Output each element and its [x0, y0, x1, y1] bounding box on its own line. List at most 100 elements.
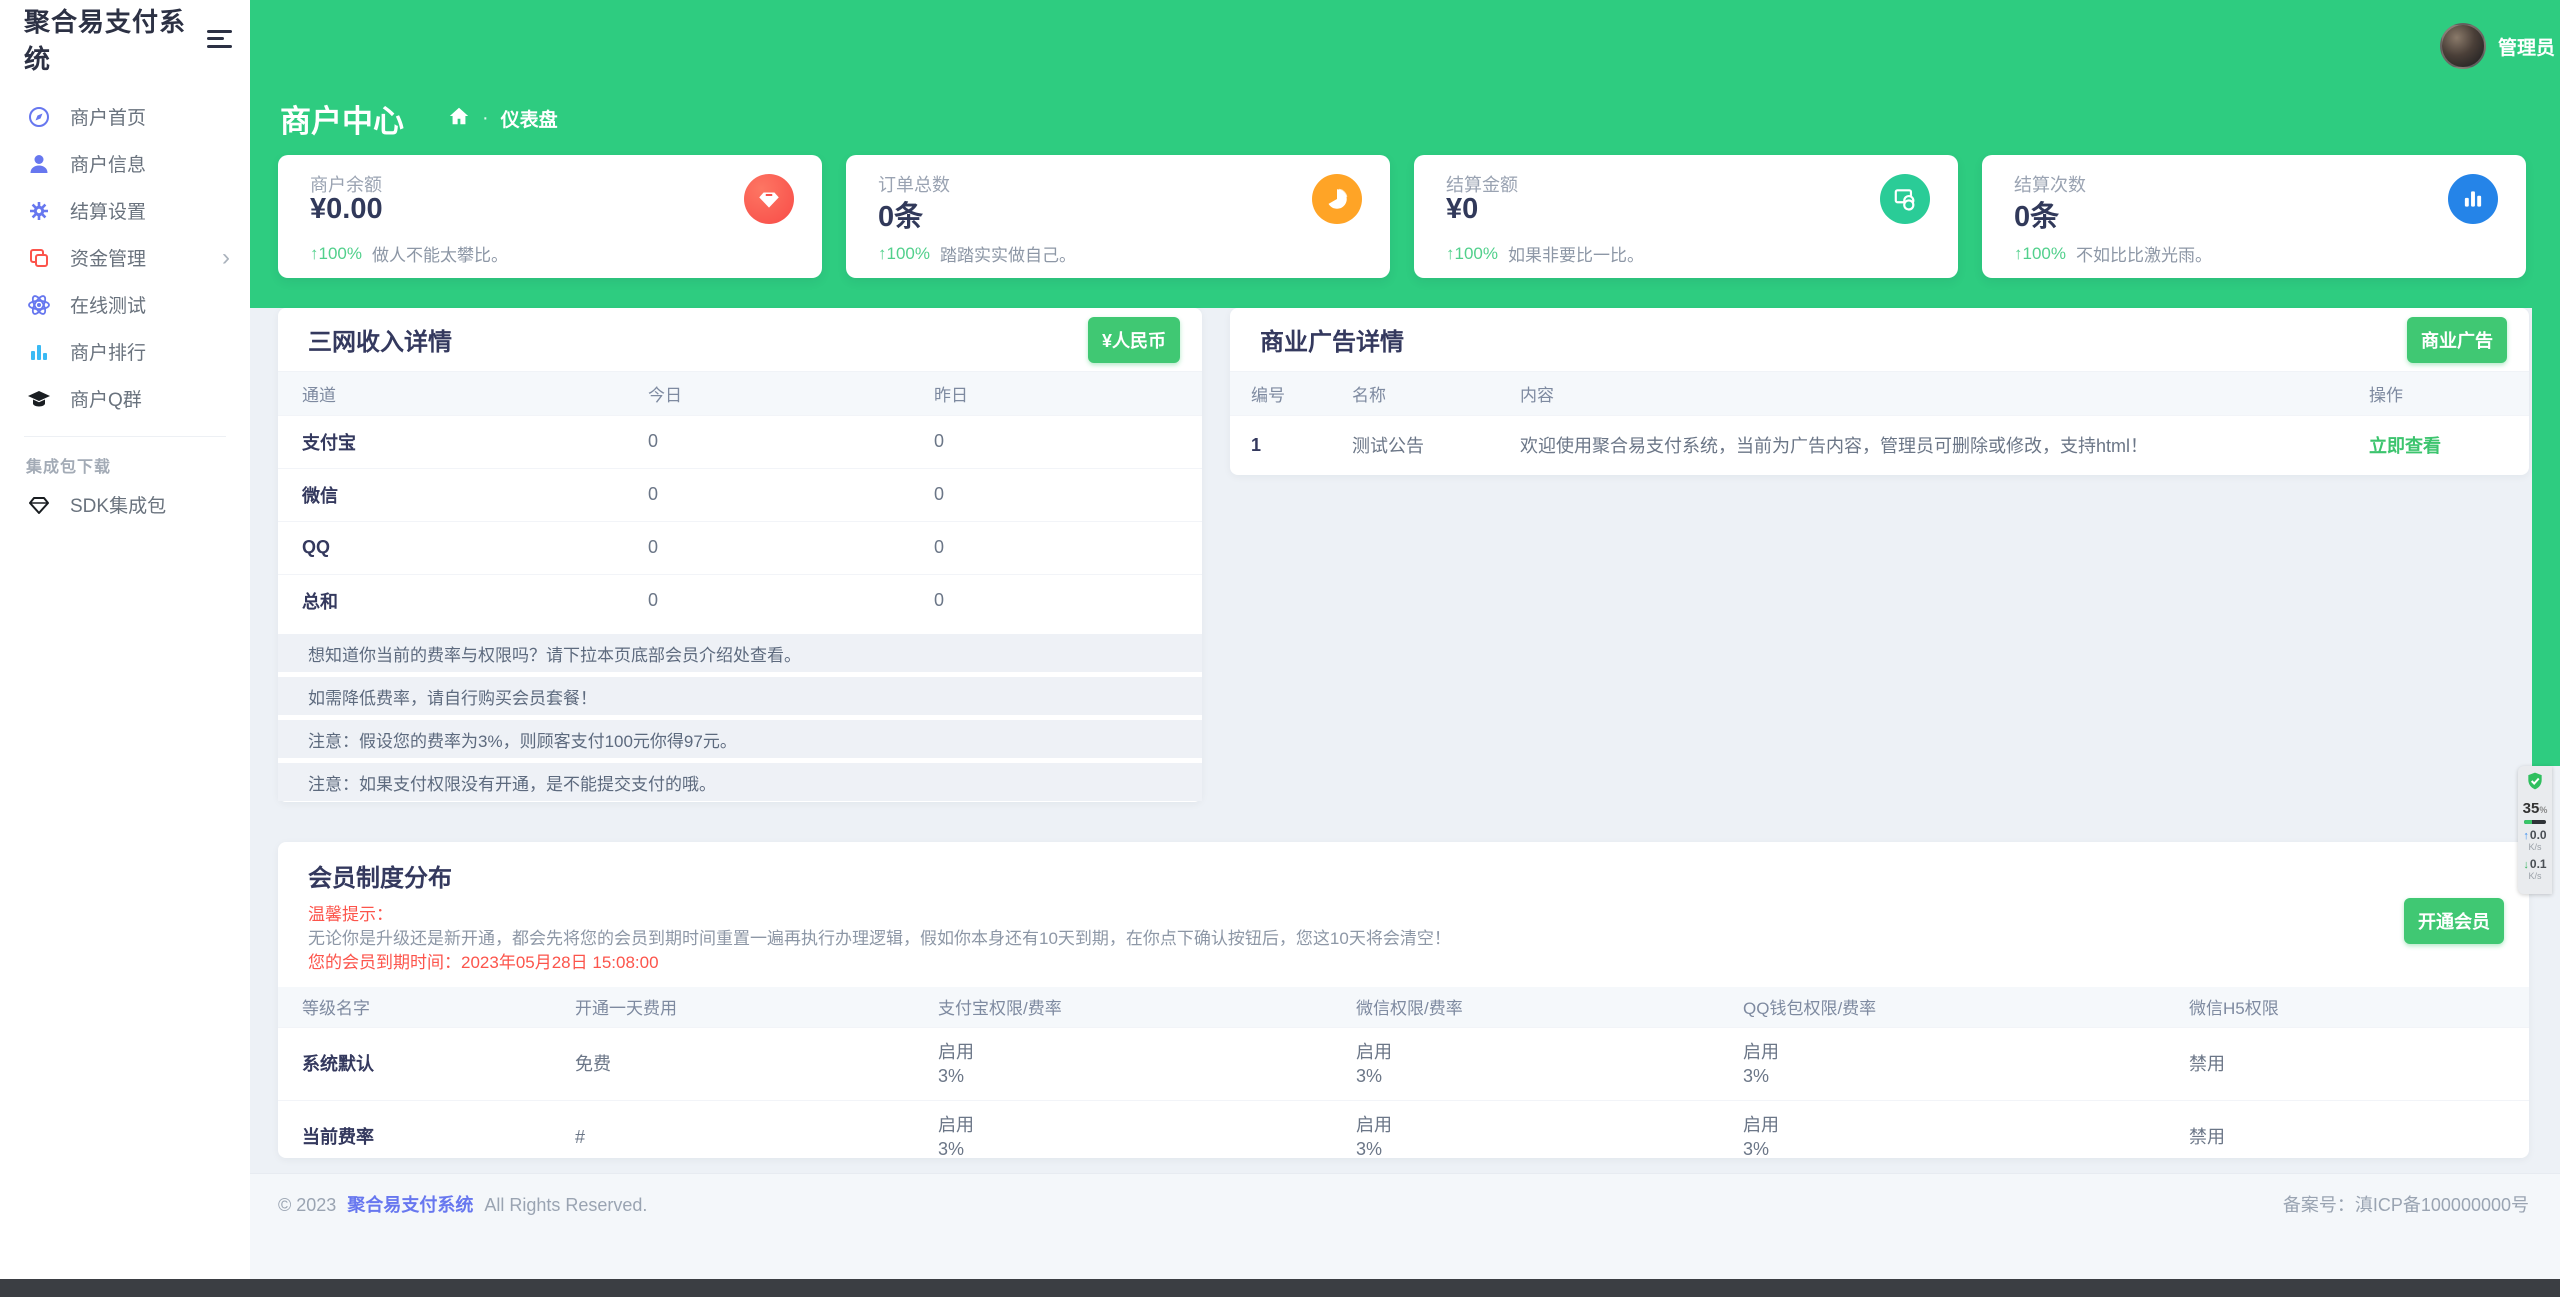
table-row: 1 测试公告 欢迎使用聚合易支付系统，当前为广告内容，管理员可删除或修改，支持h…	[1230, 414, 2529, 475]
column-header: 微信权限/费率	[1356, 987, 1743, 1027]
sidebar-item-merchant-home[interactable]: 商户首页	[0, 93, 250, 140]
stat-note: 如果非要比一比。	[1507, 246, 1644, 265]
trend-up-icon: ↑	[310, 243, 319, 263]
table-row: 总和 0 0	[278, 573, 1202, 627]
income-note: 注意：假设您的费率为3%，则顾客支付100元你得97元。	[278, 720, 1202, 758]
ads-button[interactable]: 商业广告	[2407, 316, 2507, 363]
column-header: 操作	[2369, 372, 2529, 415]
sidebar-item-merchant-ranking[interactable]: 商户排行	[0, 328, 250, 375]
view-now-link[interactable]: 立即查看	[2369, 436, 2441, 457]
breadcrumb: 仪表盘	[500, 110, 558, 131]
copyright-prefix: © 2023	[278, 1195, 337, 1215]
sidebar-item-sdk-package[interactable]: SDK集成包	[0, 481, 250, 528]
header-background-right-strip	[2532, 308, 2560, 766]
column-header: 开通一天费用	[575, 987, 938, 1027]
network-monitor-widget[interactable]: 35% ↑0.0 K/s ↓0.1 K/s	[2518, 766, 2552, 894]
trend-value: 100%	[1454, 243, 1498, 263]
memory-bar	[2524, 820, 2546, 824]
sidebar-item-funds-management[interactable]: 资金管理 ›	[0, 234, 250, 281]
graduation-cap-icon	[26, 386, 52, 412]
currency-button[interactable]: ¥人民币	[1087, 316, 1180, 363]
column-header: 昨日	[934, 372, 1202, 415]
column-header: 支付宝权限/费率	[938, 987, 1356, 1027]
tip-label: 温馨提示：	[308, 905, 393, 924]
user-icon	[26, 151, 52, 177]
column-header: 编号	[1230, 372, 1352, 415]
upload-arrow-icon: ↑	[2523, 830, 2529, 842]
ads-panel: 商业广告详情 商业广告 编号 名称 内容 操作 1 测试公告 欢迎使用聚合易支付…	[1230, 308, 2529, 475]
sidebar-item-label: 商户信息	[70, 155, 147, 176]
sidebar-item-label: 商户Q群	[70, 390, 142, 411]
ads-table: 编号 名称 内容 操作 1 测试公告 欢迎使用聚合易支付系统，当前为广告内容，管…	[1230, 372, 2529, 475]
stat-card-balance: 商户余额 ¥0.00 ↑100% 做人不能太攀比。	[278, 155, 822, 278]
sidebar-item-online-test[interactable]: 在线测试	[0, 281, 250, 328]
column-header: 名称	[1352, 372, 1520, 415]
funds-icon	[26, 245, 52, 271]
income-panel: 三网收入详情 ¥人民币 通道 今日 昨日 支付宝 0 0 微信	[278, 308, 1202, 802]
icp-number: 备案号：滇ICP备100000000号	[2282, 1195, 2529, 1215]
stat-card-settle-count: 结算次数 0条 ↑100% 不如比比激光雨。	[1982, 155, 2526, 278]
income-note: 注意：如果支付权限没有开通，是不能提交支付的哦。	[278, 763, 1202, 801]
sidebar-item-label: 资金管理	[70, 249, 147, 270]
expire-text: 您的会员到期时间：2023年05月28日 15:08:00	[308, 953, 659, 972]
sidebar-item-label: SDK集成包	[70, 496, 167, 517]
membership-panel: 会员制度分布 温馨提示： 无论你是升级还是新开通，都会先将您的会员到期时间重置一…	[278, 842, 2529, 1173]
income-note: 如需降低费率，请自行购买会员套餐！	[278, 677, 1202, 715]
coins-icon	[1880, 174, 1930, 224]
download-unit: K/s	[2528, 871, 2542, 881]
download-speed: 0.1	[2529, 857, 2547, 871]
avatar	[2440, 23, 2486, 69]
trend-up-icon: ↑	[1446, 243, 1455, 263]
table-row: 支付宝 0 0	[278, 414, 1202, 468]
open-membership-button[interactable]: 开通会员	[2404, 898, 2504, 944]
column-header: 今日	[648, 372, 934, 415]
stat-label: 结算次数	[2014, 175, 2086, 195]
sidebar-item-label: 商户排行	[70, 343, 147, 364]
user-menu[interactable]: 管理员	[2440, 14, 2555, 78]
memory-usage: 35	[2522, 800, 2540, 817]
user-name: 管理员	[2498, 37, 2556, 59]
trend-up-icon: ↑	[878, 243, 887, 263]
trend-value: 100%	[2022, 243, 2066, 263]
stat-note: 不如比比激光雨。	[2075, 246, 2212, 265]
bottom-scrollbar[interactable]	[0, 1279, 2560, 1297]
stat-label: 商户余额	[310, 175, 382, 195]
stat-label: 订单总数	[878, 175, 950, 195]
sidebar: 聚合易支付系统 商户首页 商户信息 结算设置	[0, 0, 250, 1279]
table-row: 系统默认 免费 启用 3% 启用 3% 启用 3% 禁用	[278, 1026, 2529, 1100]
column-header: 等级名字	[278, 987, 575, 1027]
upload-speed: 0.0	[2529, 828, 2547, 842]
atom-icon	[26, 292, 52, 318]
sidebar-item-merchant-qq-group[interactable]: 商户Q群	[0, 375, 250, 422]
stat-value: 0条	[878, 201, 924, 233]
pie-chart-icon	[1312, 174, 1362, 224]
compass-icon	[26, 104, 52, 130]
stat-card-orders: 订单总数 0条 ↑100% 踏踏实实做自己。	[846, 155, 1390, 278]
stat-note: 做人不能太攀比。	[371, 246, 508, 265]
table-row: 当前费率 # 启用 3% 启用 3% 启用 3% 禁用	[278, 1099, 2529, 1173]
table-row: 微信 0 0	[278, 467, 1202, 521]
download-arrow-icon: ↓	[2523, 859, 2529, 871]
sidebar-item-settlement-settings[interactable]: 结算设置	[0, 187, 250, 234]
upload-unit: K/s	[2528, 842, 2542, 852]
stat-note: 踏踏实实做自己。	[939, 246, 1076, 265]
footer-brand-link[interactable]: 聚合易支付系统	[347, 1195, 474, 1215]
gem-icon	[26, 492, 52, 518]
breadcrumb-separator: ·	[482, 107, 489, 129]
trend-value: 100%	[886, 243, 930, 263]
stat-card-settle-amount: 结算金额 ¥0 ↑100% 如果非要比一比。	[1414, 155, 1958, 278]
sidebar-toggle-button[interactable]	[206, 29, 232, 48]
home-icon[interactable]	[448, 105, 470, 132]
stat-value: ¥0.00	[310, 193, 383, 225]
app-title: 聚合易支付系统	[24, 6, 187, 74]
sidebar-menu: 商户首页 商户信息 结算设置 资金管理 ›	[0, 93, 250, 528]
brand: 聚合易支付系统	[0, 0, 250, 77]
sidebar-item-label: 商户首页	[70, 108, 147, 129]
gem-icon	[744, 174, 794, 224]
column-header: 内容	[1520, 372, 2369, 415]
table-row: QQ 0 0	[278, 520, 1202, 574]
income-title: 三网收入详情	[308, 329, 452, 356]
page-title: 商户中心	[280, 104, 404, 139]
sidebar-item-merchant-info[interactable]: 商户信息	[0, 140, 250, 187]
